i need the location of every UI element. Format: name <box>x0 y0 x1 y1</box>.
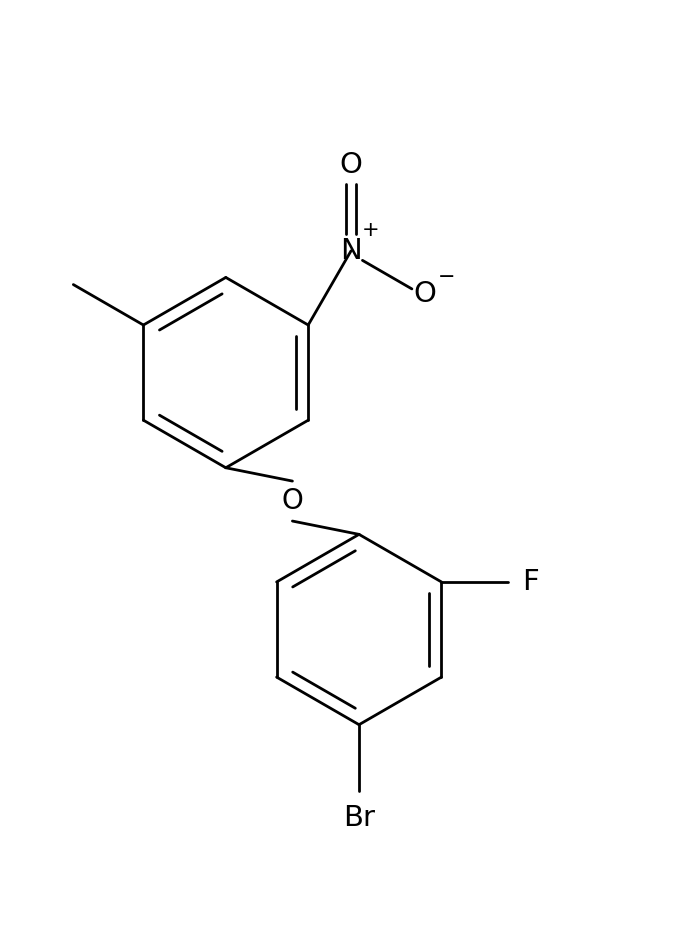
Text: O: O <box>282 487 303 515</box>
Text: N: N <box>340 237 362 265</box>
Text: Br: Br <box>343 804 375 832</box>
Text: −: − <box>437 267 455 286</box>
Text: O: O <box>339 151 362 180</box>
Text: +: + <box>361 219 379 240</box>
Text: O: O <box>413 280 437 307</box>
Text: F: F <box>522 568 539 596</box>
